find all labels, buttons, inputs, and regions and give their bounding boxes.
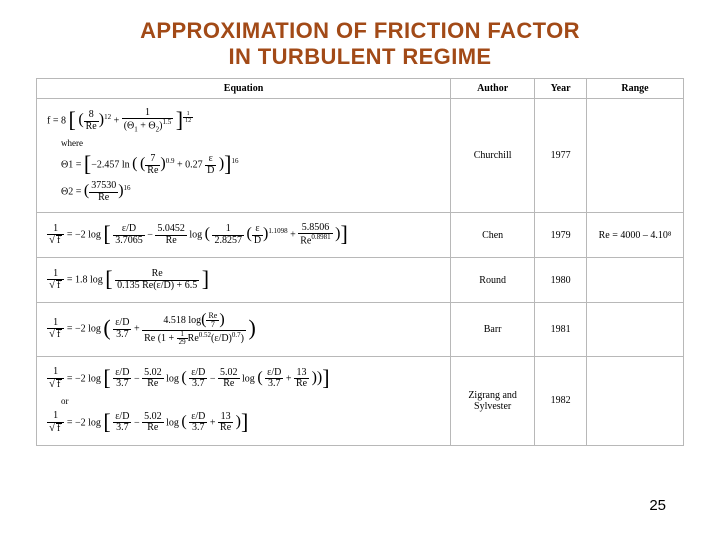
year-cell: 1980 bbox=[535, 258, 587, 303]
eq-text: f = 8 bbox=[47, 115, 66, 126]
range-cell bbox=[586, 303, 683, 356]
table-row: 1f = −2 log ( ε/D3.7 + 4.518 log(Re7) Re… bbox=[37, 303, 684, 356]
col-range: Range bbox=[586, 78, 683, 98]
table-row: 1f = −2 log [ ε/D3.7065 − 5.0452Re log (… bbox=[37, 213, 684, 258]
table-header-row: Equation Author Year Range bbox=[37, 78, 684, 98]
author-cell: Barr bbox=[451, 303, 535, 356]
year-cell: 1979 bbox=[535, 213, 587, 258]
table-row: 1f = 1.8 log [ Re0.135 Re(ε/D) + 6.5 ] R… bbox=[37, 258, 684, 303]
equation-cell: 1f = −2 log [ ε/D3.7065 − 5.0452Re log (… bbox=[37, 213, 451, 258]
author-cell: Round bbox=[451, 258, 535, 303]
author-cell: Churchill bbox=[451, 98, 535, 212]
col-year: Year bbox=[535, 78, 587, 98]
equation-cell: 1f = −2 log ( ε/D3.7 + 4.518 log(Re7) Re… bbox=[37, 303, 451, 356]
year-cell: 1977 bbox=[535, 98, 587, 212]
page-number: 25 bbox=[649, 497, 666, 514]
slide-title: APPROXIMATION OF FRICTION FACTORIN TURBU… bbox=[36, 18, 684, 70]
equations-table: Equation Author Year Range f = 8 [ (8Re)… bbox=[36, 78, 684, 446]
or-label: or bbox=[61, 396, 440, 406]
equation-cell: 1f = 1.8 log [ Re0.135 Re(ε/D) + 6.5 ] bbox=[37, 258, 451, 303]
col-equation: Equation bbox=[37, 78, 451, 98]
col-author: Author bbox=[451, 78, 535, 98]
equation-cell: 1f = −2 log [ ε/D3.7 − 5.02Re log ( ε/D3… bbox=[37, 356, 451, 445]
author-cell: Chen bbox=[451, 213, 535, 258]
range-cell bbox=[586, 258, 683, 303]
range-cell: Re = 4000 – 4.10⁸ bbox=[586, 213, 683, 258]
table-row: f = 8 [ (8Re)12 + 1(Θ1 + Θ2)1.5 ]112 whe… bbox=[37, 98, 684, 212]
slide: APPROXIMATION OF FRICTION FACTORIN TURBU… bbox=[0, 0, 720, 540]
year-cell: 1982 bbox=[535, 356, 587, 445]
equation-cell: f = 8 [ (8Re)12 + 1(Θ1 + Θ2)1.5 ]112 whe… bbox=[37, 98, 451, 212]
range-cell bbox=[586, 98, 683, 212]
range-cell bbox=[586, 356, 683, 445]
where-label: where bbox=[61, 138, 440, 148]
author-cell: Zigrang and Sylvester bbox=[451, 356, 535, 445]
year-cell: 1981 bbox=[535, 303, 587, 356]
table-row: 1f = −2 log [ ε/D3.7 − 5.02Re log ( ε/D3… bbox=[37, 356, 684, 445]
